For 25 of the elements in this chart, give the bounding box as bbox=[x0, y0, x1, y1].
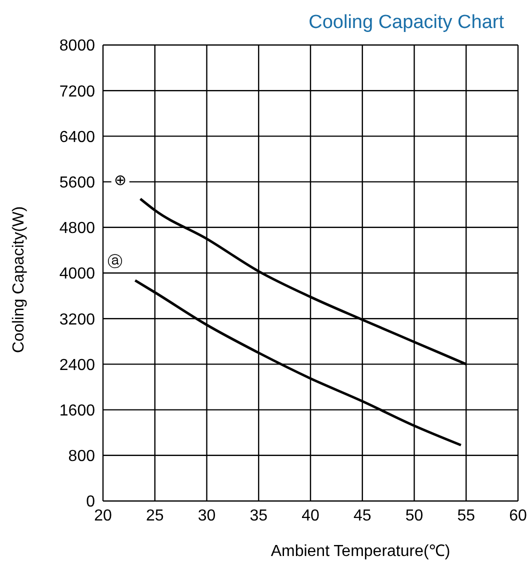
y-tick-label: 5600 bbox=[59, 174, 96, 192]
x-tick-label: 60 bbox=[509, 507, 527, 524]
y-tick-label: 3200 bbox=[59, 311, 96, 328]
x-tick-label: 40 bbox=[302, 507, 320, 524]
x-tick-label: 30 bbox=[198, 507, 216, 524]
y-tick-label: 800 bbox=[68, 448, 96, 466]
x-tick-label: 55 bbox=[457, 507, 476, 524]
x-tick-label: 50 bbox=[405, 507, 424, 524]
y-tick-label: 4800 bbox=[59, 220, 96, 238]
y-tick-label: 8000 bbox=[59, 38, 96, 55]
y-tick-label: 0 bbox=[86, 494, 96, 511]
series-label: ⊕ bbox=[114, 172, 127, 189]
chart-title: Cooling Capacity Chart bbox=[308, 12, 504, 34]
y-tick-label: 6400 bbox=[59, 128, 96, 146]
y-tick-label: 1600 bbox=[59, 402, 96, 420]
y-axis-title: Cooling Capacity(W) bbox=[10, 206, 28, 353]
y-tick-label: 2400 bbox=[59, 356, 96, 374]
x-axis-title: Ambient Temperature(℃) bbox=[270, 543, 450, 560]
x-tick-label: 35 bbox=[250, 507, 268, 524]
x-tick-label: 25 bbox=[146, 507, 164, 524]
x-tick-label: 20 bbox=[94, 507, 112, 524]
series-label: ⓐ bbox=[108, 253, 123, 270]
y-tick-label: 7200 bbox=[59, 83, 96, 100]
y-tick-label: 4000 bbox=[59, 266, 96, 283]
x-tick-label: 45 bbox=[353, 507, 372, 524]
